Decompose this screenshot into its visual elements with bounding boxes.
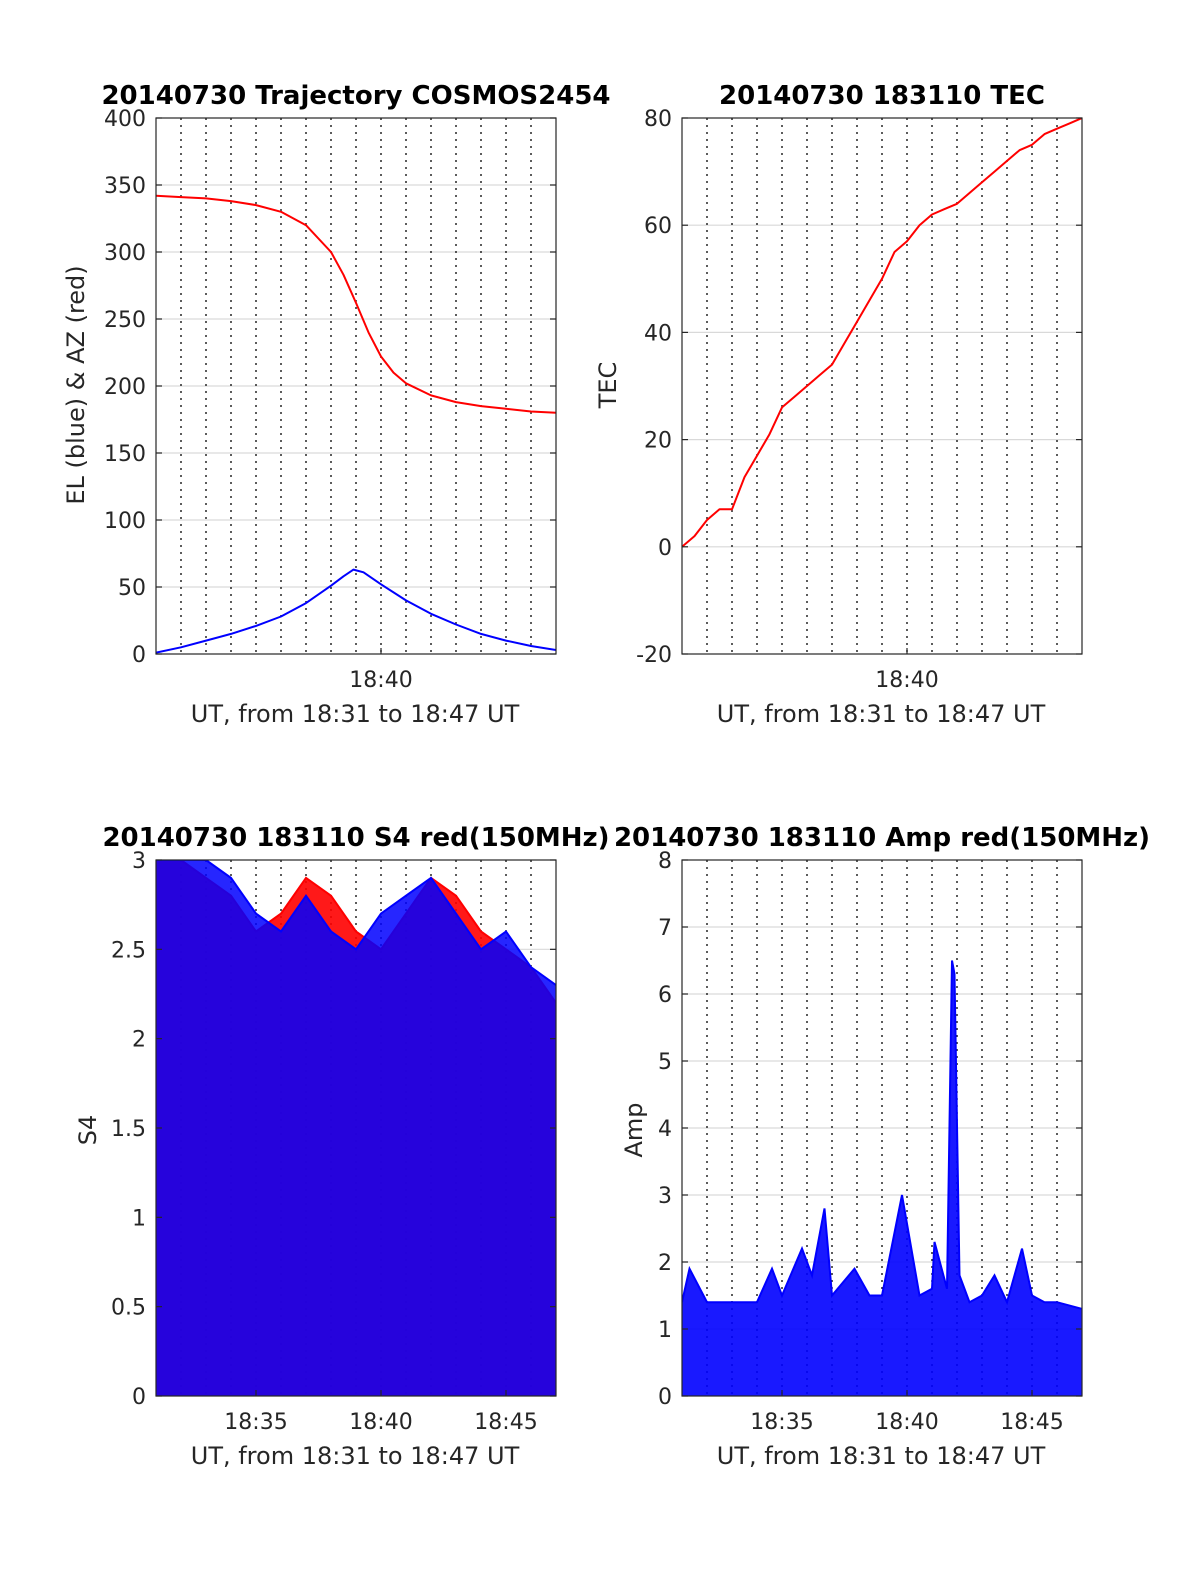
series-line-el [156, 568, 556, 654]
y-tick-label: 80 [644, 107, 672, 132]
y-tick-label: 4 [658, 1117, 672, 1142]
chart-title: 20140730 183110 TEC [719, 81, 1045, 111]
x-tick-label: 18:35 [750, 1410, 813, 1435]
chart-title: 20140730 Trajectory COSMOS2454 [101, 81, 610, 111]
series-line-az [156, 194, 556, 414]
x-tick-label: 18:45 [474, 1410, 537, 1435]
x-tick-label: 18:45 [1000, 1410, 1063, 1435]
x-axis-label: UT, from 18:31 to 18:47 UT [717, 700, 1046, 728]
y-tick-label: 250 [104, 308, 146, 333]
y-tick-label: 200 [104, 375, 146, 400]
y-tick-label: 1.5 [111, 1117, 146, 1142]
x-tick-label: 18:40 [349, 668, 412, 693]
series-line [156, 860, 556, 986]
y-tick-label: 0 [658, 1385, 672, 1410]
y-axis-label: TEC [594, 362, 622, 410]
series-area-amp [682, 960, 1082, 1396]
y-tick-label: 150 [104, 442, 146, 467]
y-axis-label: Amp [620, 1102, 648, 1157]
y-tick-label: 1 [132, 1206, 146, 1231]
y-tick-label: 2 [132, 1028, 146, 1053]
y-tick-label: 60 [644, 214, 672, 239]
y-tick-label: 50 [118, 576, 146, 601]
y-tick-label: 100 [104, 509, 146, 534]
y-tick-label: 3 [658, 1184, 672, 1209]
x-axis-label: UT, from 18:31 to 18:47 UT [191, 700, 520, 728]
y-tick-label: 5 [658, 1050, 672, 1075]
x-axis-label: UT, from 18:31 to 18:47 UT [191, 1442, 520, 1470]
y-tick-label: 3 [132, 849, 146, 874]
y-tick-label: 1 [658, 1318, 672, 1343]
y-tick-label: 40 [644, 321, 672, 346]
y-tick-label: 0 [658, 536, 672, 561]
panel-s4: 20140730 183110 S4 red(150MHz) 0 0.5 1 1.5 2… [74, 823, 610, 1470]
chart-title: 20140730 183110 S4 red(150MHz) [102, 823, 609, 853]
y-tick-label: 7 [658, 916, 672, 941]
y-axis-label: S4 [74, 1115, 102, 1146]
y-axis-label: EL (blue) & AZ (red) [62, 265, 90, 504]
series-line-tec [682, 118, 1082, 548]
x-tick-label: 18:40 [349, 1410, 412, 1435]
series-area-s4-blue [156, 860, 556, 1396]
y-tick-label: 6 [658, 983, 672, 1008]
x-tick-label: 18:40 [875, 668, 938, 693]
panel-amp: 20140730 183110 Amp red(150MHz) 0 1 2 3 4 5 6 7… [614, 823, 1150, 1470]
plot-frame [681, 117, 1083, 655]
series-line [682, 960, 1082, 1310]
x-tick-label: 18:35 [224, 1410, 287, 1435]
y-tick-label: 400 [104, 107, 146, 132]
y-tick-label: -20 [636, 643, 672, 668]
chart-title: 20140730 183110 Amp red(150MHz) [614, 823, 1150, 853]
y-tick-label: 8 [658, 849, 672, 874]
y-tick-label: 350 [104, 174, 146, 199]
panel-tec: 20140730 183110 TEC -20 0 20 40 60 80 18:40 UT… [594, 81, 1083, 728]
y-tick-label: 0 [132, 643, 146, 668]
y-tick-label: 0.5 [111, 1296, 146, 1321]
y-tick-label: 20 [644, 429, 672, 454]
y-tick-label: 2.5 [111, 938, 146, 963]
y-tick-label: 0 [132, 1385, 146, 1410]
panel-trajectory: 20140730 Trajectory COSMOS2454 0 50 100 150… [62, 81, 611, 728]
y-tick-label: 300 [104, 241, 146, 266]
x-tick-label: 18:40 [875, 1410, 938, 1435]
y-tick-label: 2 [658, 1251, 672, 1276]
x-axis-label: UT, from 18:31 to 18:47 UT [717, 1442, 1046, 1470]
